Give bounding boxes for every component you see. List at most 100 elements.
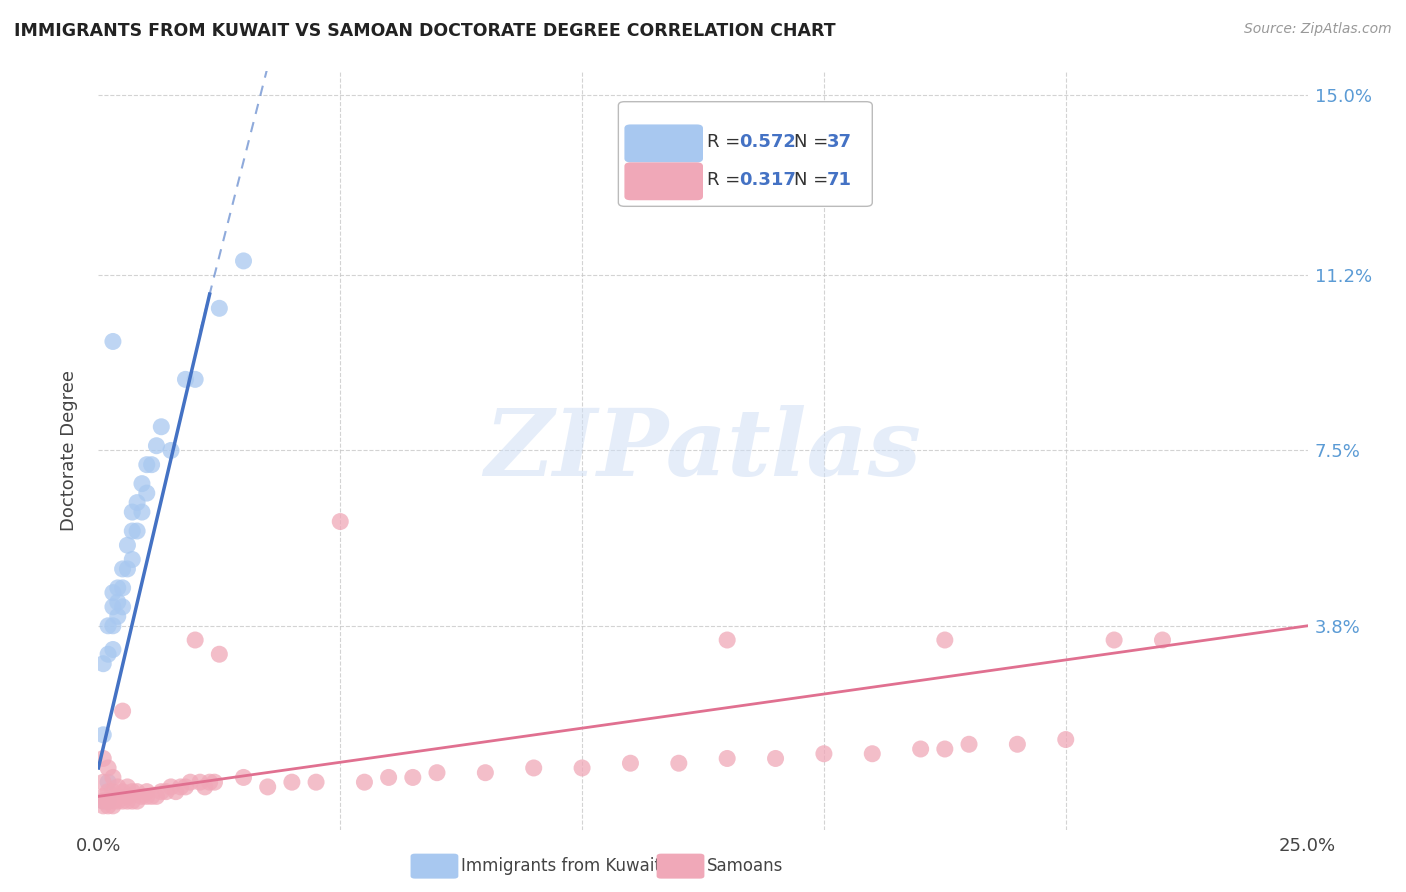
FancyBboxPatch shape bbox=[619, 102, 872, 206]
Point bbox=[934, 742, 956, 756]
Point bbox=[174, 372, 197, 386]
Point bbox=[188, 775, 211, 789]
Point bbox=[91, 798, 114, 813]
Point bbox=[198, 775, 221, 789]
Point bbox=[121, 505, 143, 519]
Text: Immigrants from Kuwait: Immigrants from Kuwait bbox=[461, 857, 661, 875]
Point bbox=[150, 785, 173, 799]
Point bbox=[97, 798, 120, 813]
Text: Source: ZipAtlas.com: Source: ZipAtlas.com bbox=[1244, 22, 1392, 37]
Point bbox=[121, 785, 143, 799]
Point bbox=[111, 581, 134, 595]
Text: 37: 37 bbox=[827, 133, 852, 151]
Point bbox=[97, 775, 120, 789]
Point bbox=[101, 334, 124, 349]
Point bbox=[474, 765, 496, 780]
Point bbox=[150, 419, 173, 434]
Point bbox=[121, 794, 143, 808]
Point bbox=[155, 785, 177, 799]
Point bbox=[957, 737, 980, 751]
Point bbox=[107, 581, 129, 595]
FancyBboxPatch shape bbox=[624, 162, 703, 201]
Point bbox=[184, 633, 207, 648]
Text: IMMIGRANTS FROM KUWAIT VS SAMOAN DOCTORATE DEGREE CORRELATION CHART: IMMIGRANTS FROM KUWAIT VS SAMOAN DOCTORA… bbox=[14, 22, 835, 40]
Point bbox=[1152, 633, 1174, 648]
Point bbox=[101, 599, 124, 614]
Point bbox=[910, 742, 932, 756]
Point bbox=[107, 789, 129, 804]
Point bbox=[107, 595, 129, 609]
Point bbox=[97, 619, 120, 633]
Point bbox=[145, 439, 167, 453]
Point bbox=[91, 789, 114, 804]
Text: 71: 71 bbox=[827, 170, 852, 189]
Text: N =: N = bbox=[793, 170, 834, 189]
Point bbox=[101, 794, 124, 808]
Point bbox=[813, 747, 835, 761]
Point bbox=[131, 789, 153, 804]
Point bbox=[121, 524, 143, 538]
Point bbox=[619, 756, 641, 771]
Point bbox=[97, 647, 120, 661]
Point bbox=[668, 756, 690, 771]
Point bbox=[127, 794, 149, 808]
Point bbox=[765, 751, 787, 765]
Point bbox=[232, 771, 254, 785]
Point bbox=[934, 633, 956, 648]
Point bbox=[716, 751, 738, 765]
Point bbox=[91, 794, 114, 808]
Point bbox=[135, 785, 157, 799]
Point bbox=[204, 775, 226, 789]
Point bbox=[91, 657, 114, 671]
Point bbox=[101, 798, 124, 813]
Point bbox=[107, 609, 129, 624]
Point bbox=[107, 780, 129, 794]
Point bbox=[111, 794, 134, 808]
Point bbox=[97, 761, 120, 775]
Point bbox=[97, 785, 120, 799]
Point bbox=[571, 761, 593, 775]
Point bbox=[127, 495, 149, 509]
Point bbox=[141, 458, 163, 472]
Point bbox=[169, 780, 191, 794]
Text: ZIPatlas: ZIPatlas bbox=[485, 406, 921, 495]
Point bbox=[135, 458, 157, 472]
Point bbox=[377, 771, 399, 785]
Point bbox=[194, 780, 217, 794]
Point bbox=[860, 747, 883, 761]
Text: R =: R = bbox=[707, 170, 745, 189]
Text: 0.317: 0.317 bbox=[740, 170, 796, 189]
Y-axis label: Doctorate Degree: Doctorate Degree bbox=[59, 370, 77, 531]
Point bbox=[117, 538, 139, 552]
Point bbox=[232, 253, 254, 268]
Point bbox=[91, 775, 114, 789]
Point bbox=[1102, 633, 1125, 648]
Point bbox=[127, 785, 149, 799]
Point bbox=[1007, 737, 1029, 751]
Point bbox=[111, 599, 134, 614]
Point bbox=[174, 780, 197, 794]
Point bbox=[101, 785, 124, 799]
Point bbox=[523, 761, 546, 775]
Point bbox=[117, 780, 139, 794]
Point bbox=[131, 476, 153, 491]
Text: R =: R = bbox=[707, 133, 745, 151]
Point bbox=[111, 785, 134, 799]
Point bbox=[141, 789, 163, 804]
Text: N =: N = bbox=[793, 133, 834, 151]
Point bbox=[184, 372, 207, 386]
Point bbox=[107, 794, 129, 808]
Point bbox=[131, 505, 153, 519]
Point bbox=[101, 771, 124, 785]
Point bbox=[716, 633, 738, 648]
Point bbox=[305, 775, 328, 789]
Point bbox=[135, 789, 157, 804]
Point bbox=[329, 515, 352, 529]
Point bbox=[208, 301, 231, 316]
Point bbox=[179, 775, 201, 789]
Point bbox=[1054, 732, 1077, 747]
Point bbox=[121, 552, 143, 566]
Point bbox=[97, 794, 120, 808]
Point bbox=[208, 647, 231, 661]
Point bbox=[127, 524, 149, 538]
